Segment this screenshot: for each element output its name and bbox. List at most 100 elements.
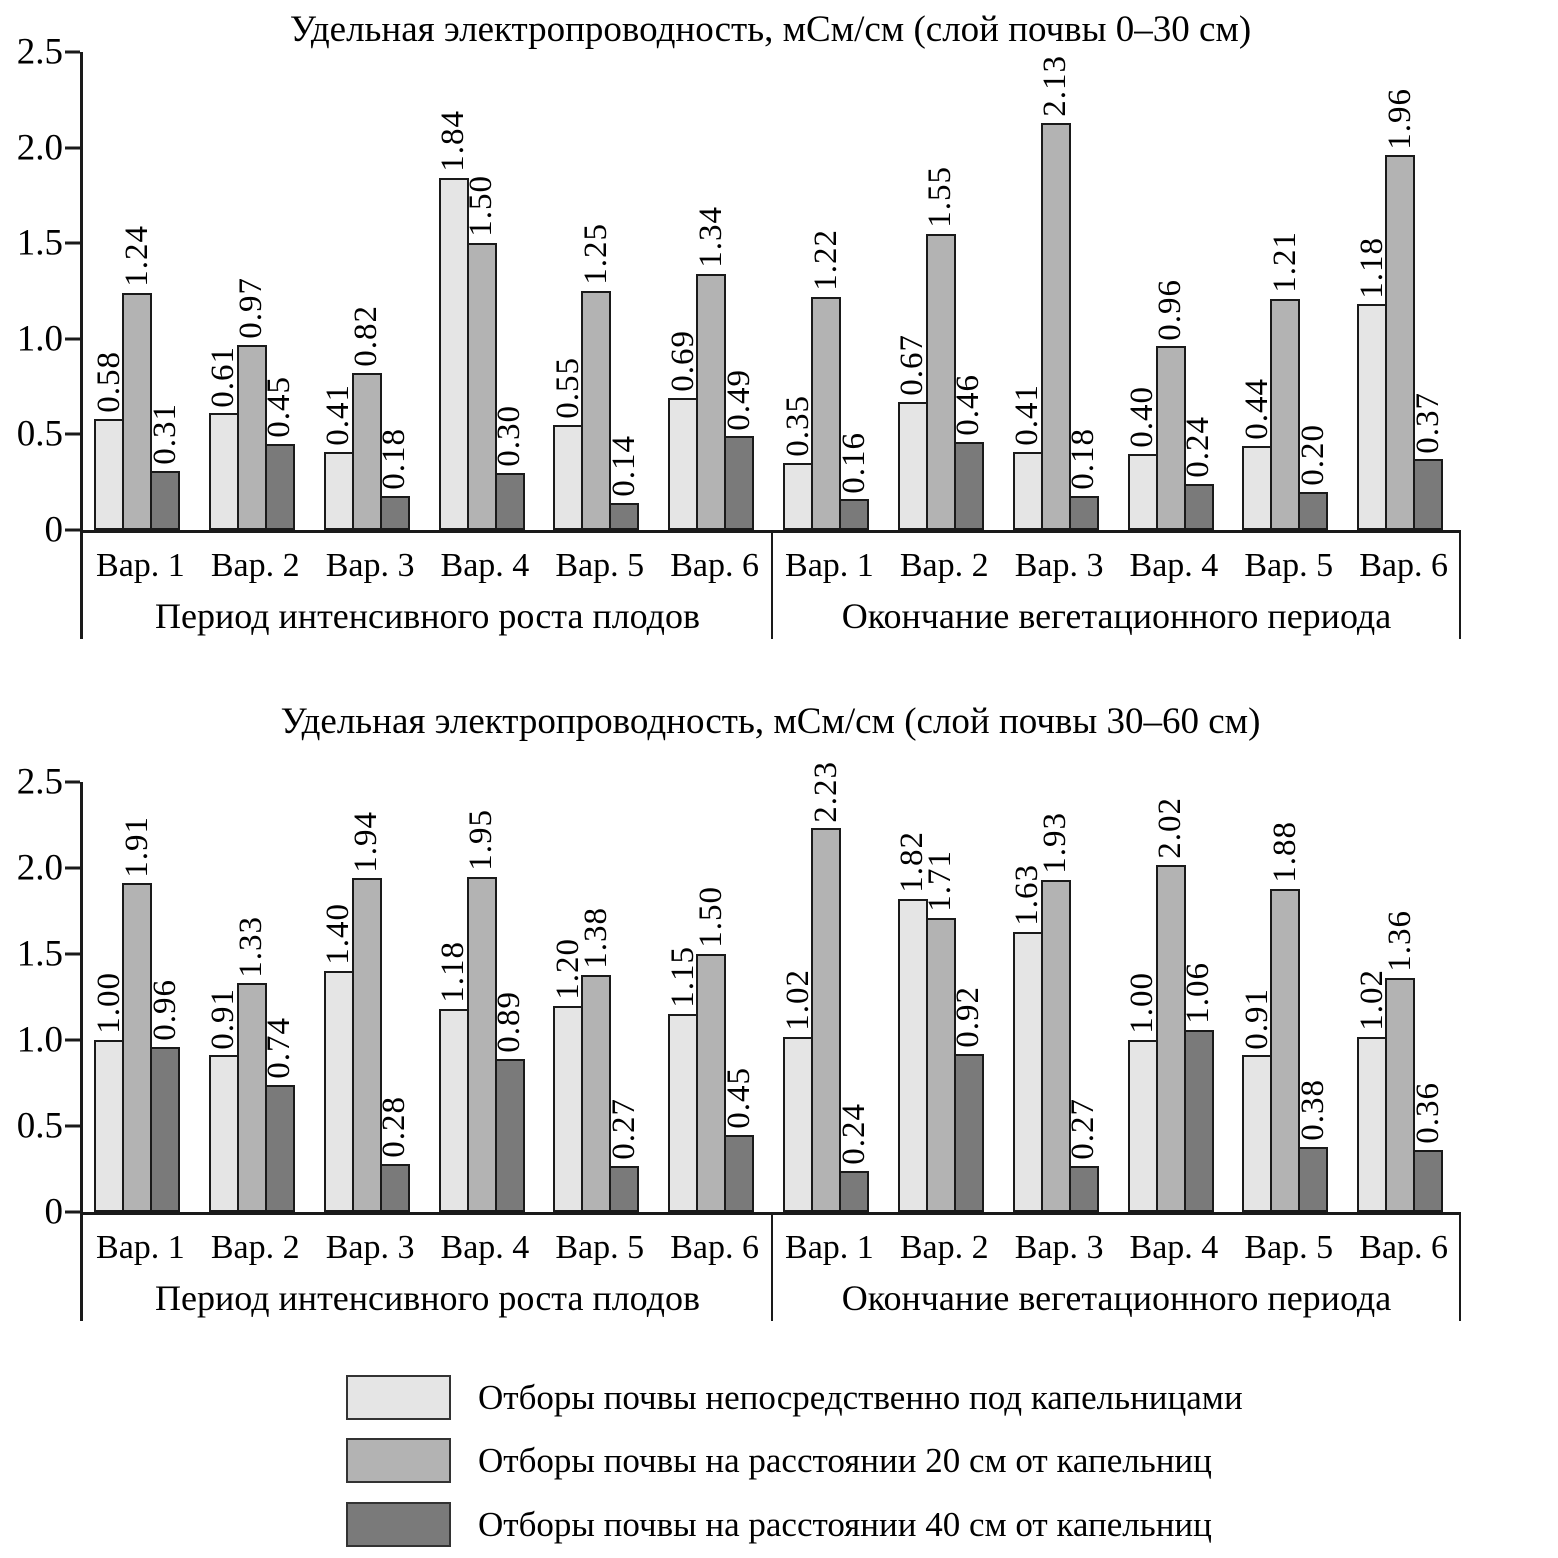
bar-value-label: 1.25: [577, 223, 614, 285]
category-label: Вар. 3: [1014, 1229, 1104, 1266]
bar-series-2: [236, 983, 267, 1212]
bar-value-label: 0.27: [1065, 1097, 1102, 1160]
bar-value-label: 0.41: [320, 383, 357, 446]
bar-value-label: 0.40: [1124, 385, 1160, 448]
bar-value-label: 1.96: [1381, 87, 1418, 150]
panel-divider: [771, 530, 773, 639]
y-axis-tick: [65, 50, 80, 54]
panel-divider: [1459, 1212, 1461, 1321]
bar-series-2: [696, 273, 727, 530]
category-label: Вар. 4: [1129, 1229, 1219, 1266]
category-label: Вар. 5: [555, 1229, 645, 1266]
bar-series-1: [1012, 931, 1043, 1212]
bar-value-label: 0.18: [1065, 427, 1102, 490]
bar-series-3: [264, 1084, 295, 1212]
bar-series-1: [1357, 1036, 1388, 1212]
bar-series-3: [724, 1134, 755, 1212]
bar-value-label: 0.35: [779, 395, 816, 458]
bar-series-2: [122, 883, 152, 1212]
bar-value-label: 0.97: [233, 276, 270, 339]
bar-series-1: [553, 424, 584, 530]
bar-series-2: [1385, 155, 1416, 530]
bar-value-label: 1.50: [692, 886, 729, 948]
bar-series-2: [925, 917, 956, 1212]
bar-series-1: [208, 413, 239, 530]
bar-value-label: 0.61: [205, 345, 242, 408]
legend-label: Отборы почвы непосредственно под капельн…: [478, 1378, 1243, 1417]
bar-value-label: 1.02: [779, 968, 816, 1031]
bar-value-label: 0.96: [146, 979, 183, 1041]
bar-series-2: [466, 243, 497, 530]
bar-value-label: 1.36: [1381, 910, 1418, 973]
bar-value-label: 1.94: [348, 810, 385, 873]
y-axis-tick-label: 0.5: [16, 413, 63, 455]
bar-value-label: 0.37: [1409, 391, 1446, 454]
panel-divider: [80, 530, 83, 639]
y-axis-tick-label: 1.5: [16, 933, 63, 975]
plot-area-top: 0 0.5 1.0 1.5 2.0 2.5 0.58 1.24 0.31 Вар. 1 0.61 0.…: [17, 34, 1461, 639]
bar-value-label: 1.22: [807, 229, 844, 291]
bar-series-1: [1127, 1040, 1158, 1212]
category-label: Вар. 6: [1359, 1229, 1448, 1266]
legend-swatch-under-drippers: [346, 1375, 451, 1420]
category-label: Вар. 6: [1359, 547, 1448, 584]
category-label: Вар. 1: [785, 1229, 874, 1266]
bar-value-label: 0.44: [1238, 378, 1275, 440]
bar-series-3: [839, 499, 869, 530]
panel-label: Период интенсивного роста плодов: [155, 596, 700, 636]
bar-value-label: 2.13: [1037, 55, 1074, 117]
bar-value-label: 0.45: [720, 1066, 757, 1129]
category-label: Вар. 1: [785, 547, 874, 584]
y-axis-tick: [65, 1038, 80, 1042]
bar-series-3: [609, 1165, 640, 1212]
bar-value-label: 1.18: [1353, 236, 1390, 299]
y-axis-tick-label: 1.5: [16, 222, 63, 264]
bar-series-3: [953, 1053, 984, 1212]
category-label: Вар. 5: [1244, 547, 1334, 584]
bar-series-3: [609, 503, 640, 530]
bar-series-1: [1242, 445, 1273, 530]
bar-value-label: 0.18: [376, 427, 413, 490]
y-axis-tick-label: 1.0: [16, 1019, 63, 1061]
bar-value-label: 1.33: [233, 915, 270, 978]
category-label: Вар. 3: [325, 547, 415, 584]
bar-series-1: [897, 898, 928, 1212]
bar-series-1: [897, 401, 928, 530]
bar-value-label: 1.40: [320, 903, 357, 966]
y-axis-tick: [65, 866, 80, 870]
category-label: Вар. 3: [1014, 547, 1104, 584]
y-axis-tick: [65, 432, 80, 436]
category-label: Вар. 2: [210, 1229, 300, 1266]
bar-series-3: [953, 442, 984, 530]
y-axis-tick-label: 1.0: [16, 318, 63, 360]
bar-series-2: [466, 876, 497, 1212]
bar-series-2: [1270, 888, 1301, 1212]
category-label: Вар. 4: [1129, 547, 1219, 584]
bar-series-3: [1068, 1165, 1099, 1212]
bar-series-2: [1040, 880, 1071, 1212]
bar-series-1: [208, 1055, 239, 1212]
bar-series-1: [438, 1009, 469, 1212]
y-axis-tick: [65, 1210, 80, 1214]
bar-value-label: 1.50: [463, 175, 499, 238]
bar-value-label: 1.93: [1037, 812, 1074, 875]
bar-series-3: [1068, 495, 1099, 530]
bar-series-3: [379, 1163, 410, 1212]
bar-value-label: 1.38: [577, 906, 614, 969]
bar-series-3: [1183, 1029, 1214, 1212]
legend-item: Отборы почвы непосредственно под капельн…: [0, 1375, 1558, 1420]
category-label: Вар. 3: [325, 1229, 415, 1266]
bar-series-1: [1127, 453, 1158, 530]
y-axis-tick-label: 2.5: [16, 31, 63, 73]
bar-value-label: 0.30: [491, 404, 527, 467]
bar-series-2: [122, 292, 152, 530]
bar-value-label: 0.96: [1152, 278, 1188, 341]
bar-value-label: 0.20: [1294, 424, 1331, 486]
bar-value-label: 0.14: [605, 435, 642, 498]
category-label: Вар. 5: [555, 547, 645, 584]
bar-series-1: [783, 1036, 813, 1212]
y-axis-tick-label: 2.5: [16, 761, 63, 803]
bar-value-label: 0.69: [664, 330, 701, 393]
bar-value-label: 1.24: [118, 225, 155, 287]
